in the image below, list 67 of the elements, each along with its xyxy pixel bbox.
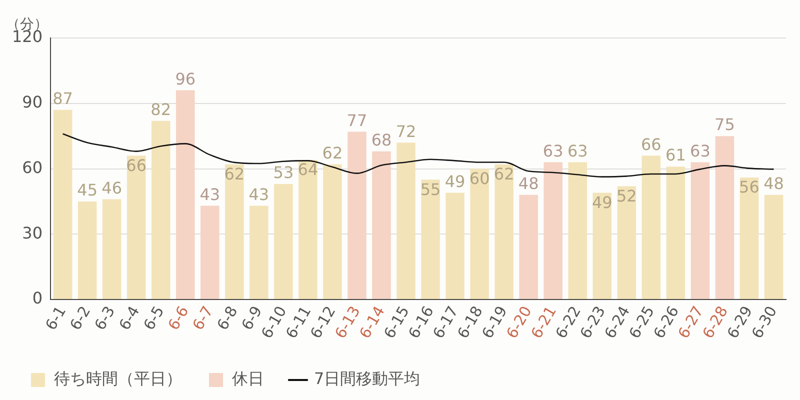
data-label: 62 — [494, 164, 514, 184]
bar — [568, 162, 587, 300]
legend-label: 待ち時間（平日） — [54, 369, 182, 388]
y-tick-label: 60 — [22, 158, 43, 177]
bar — [126, 156, 146, 300]
bar — [666, 166, 686, 300]
bar — [200, 206, 220, 300]
bar — [102, 199, 122, 300]
data-label: 63 — [690, 141, 710, 160]
bar — [323, 164, 342, 300]
legend-label: 7日間移動平均 — [314, 369, 420, 388]
bar — [494, 164, 514, 300]
data-label: 61 — [666, 146, 686, 165]
bar — [78, 201, 97, 300]
bar — [617, 186, 636, 300]
data-label: 48 — [764, 174, 784, 194]
bar — [715, 136, 734, 300]
data-label: 60 — [469, 168, 490, 188]
bar — [176, 90, 195, 300]
data-label: 77 — [346, 110, 368, 130]
data-label: 55 — [420, 180, 441, 199]
bar — [298, 160, 318, 300]
data-label: 49 — [592, 192, 612, 212]
y-tick-label: 90 — [22, 92, 43, 112]
bar — [764, 194, 784, 300]
data-label: 46 — [102, 178, 122, 198]
y-tick-label: 30 — [22, 223, 43, 242]
bar — [592, 192, 612, 300]
data-label: 53 — [273, 163, 294, 182]
bar — [151, 120, 170, 300]
bar — [470, 168, 489, 300]
data-label: 62 — [322, 144, 343, 163]
bar — [372, 151, 391, 300]
data-label: 87 — [52, 89, 73, 108]
bar — [53, 110, 72, 300]
data-label: 82 — [150, 100, 172, 119]
bar — [740, 177, 759, 300]
data-label: 56 — [739, 178, 760, 197]
data-label: 63 — [542, 141, 564, 160]
data-label: 48 — [518, 174, 539, 194]
data-label: 63 — [567, 141, 588, 160]
y-tick-label: 0 — [32, 288, 43, 308]
bar — [446, 192, 464, 300]
data-label: 62 — [224, 164, 245, 184]
bar — [519, 194, 538, 300]
bar — [690, 162, 710, 300]
bar — [250, 206, 268, 300]
data-label: 45 — [77, 180, 98, 200]
data-label: 43 — [200, 184, 220, 204]
bar — [396, 142, 416, 300]
data-label: 52 — [616, 186, 637, 206]
data-label: 75 — [714, 115, 735, 134]
data-label: 64 — [298, 160, 318, 180]
bar — [274, 184, 293, 300]
data-label: 66 — [126, 156, 147, 175]
data-label: 96 — [175, 69, 196, 88]
data-label: 68 — [371, 130, 392, 150]
data-label: 49 — [444, 172, 466, 191]
bar — [421, 180, 440, 300]
bar — [642, 156, 661, 300]
data-label: 43 — [248, 184, 270, 204]
bar — [544, 162, 562, 300]
data-label: 72 — [396, 122, 416, 141]
data-label: 66 — [640, 134, 662, 154]
legend-label: 休日 — [232, 369, 264, 388]
bar — [225, 164, 244, 300]
bar — [348, 132, 366, 300]
